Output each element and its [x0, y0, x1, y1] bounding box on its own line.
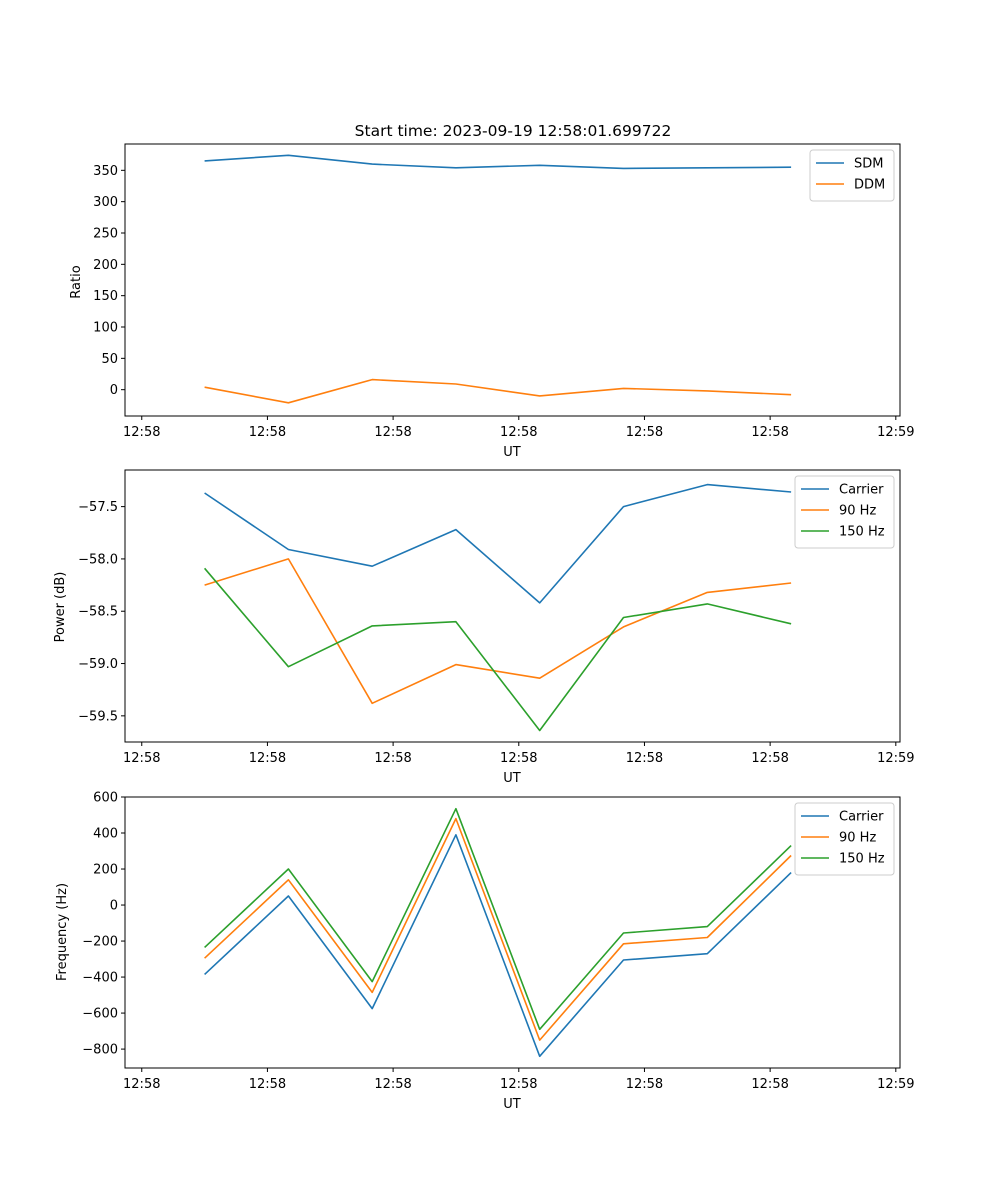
x-tick-label: 12:58 — [123, 425, 160, 440]
series-line-150-hz — [204, 807, 792, 1031]
y-axis-label: Ratio — [69, 265, 84, 298]
y-tick-label: −58.5 — [78, 605, 118, 620]
x-axis-label: UT — [503, 445, 521, 460]
x-tick-label: 12:58 — [123, 1077, 160, 1092]
y-tick-label: −800 — [82, 1043, 118, 1058]
y-axis-label: Frequency (Hz) — [55, 883, 70, 981]
x-tick-label: 12:58 — [500, 751, 537, 766]
legend-label: Carrier — [839, 483, 884, 498]
x-tick-label: 12:58 — [374, 425, 411, 440]
y-tick-label: 50 — [101, 352, 118, 367]
x-tick-label: 12:58 — [249, 425, 286, 440]
x-tick-label: 12:58 — [751, 1077, 788, 1092]
y-tick-label: −200 — [82, 935, 118, 950]
legend-label: 150 Hz — [839, 525, 885, 540]
x-tick-label: 12:58 — [500, 1077, 537, 1092]
y-tick-label: −600 — [82, 1007, 118, 1022]
x-tick-label: 12:58 — [123, 751, 160, 766]
panel-ratio: Start time: 2023-09-19 12:58:01.699722 R… — [69, 122, 915, 460]
x-tick-label: 12:58 — [626, 425, 663, 440]
series-line-150-hz — [203, 567, 792, 732]
x-tick-label: 12:58 — [374, 1077, 411, 1092]
series-line-sdm — [204, 154, 792, 170]
y-tick-label: 350 — [93, 164, 118, 179]
x-tick-label: 12:59 — [877, 1077, 914, 1092]
series-line-90-hz — [204, 817, 792, 1041]
x-tick-label: 12:58 — [374, 751, 411, 766]
legend-label: 90 Hz — [839, 831, 876, 846]
x-tick-label: 12:58 — [249, 751, 286, 766]
legend-label: SDM — [854, 157, 883, 172]
series-line-ddm — [204, 378, 792, 404]
y-tick-label: 150 — [93, 289, 118, 304]
y-tick-label: 100 — [93, 321, 118, 336]
x-tick-label: 12:58 — [249, 1077, 286, 1092]
axes-frame — [124, 143, 901, 417]
y-tick-label: −400 — [82, 971, 118, 986]
chart-title: Start time: 2023-09-19 12:58:01.699722 — [355, 122, 672, 140]
x-axis-label: UT — [503, 1097, 521, 1112]
y-tick-label: 0 — [110, 383, 118, 398]
legend-label: DDM — [854, 178, 885, 193]
series-line-carrier — [204, 833, 792, 1058]
x-tick-label: 12:58 — [500, 425, 537, 440]
y-tick-label: 300 — [93, 195, 118, 210]
y-tick-label: 0 — [110, 899, 118, 914]
y-tick-label: 200 — [93, 863, 118, 878]
x-tick-label: 12:58 — [626, 1077, 663, 1092]
y-tick-label: −57.5 — [78, 500, 118, 515]
x-tick-label: 12:59 — [877, 751, 914, 766]
axes-frame — [124, 796, 901, 1069]
legend-label: Carrier — [839, 810, 884, 825]
series-line-90-hz — [204, 558, 792, 705]
panel-frequency: Frequency (Hz) UT −800 −600 −400 −200 0 200 40… — [55, 791, 915, 1113]
y-tick-label: −59.0 — [78, 657, 118, 672]
panel-power: Power (dB) UT −59.5 −59.0 −58.5 −58.0 −57.5 1… — [53, 469, 915, 786]
x-tick-label: 12:58 — [626, 751, 663, 766]
y-tick-label: 600 — [93, 791, 118, 806]
y-tick-label: −59.5 — [78, 709, 118, 724]
x-tick-label: 12:58 — [751, 425, 788, 440]
y-axis-label: Power (dB) — [53, 572, 68, 643]
series-line-carrier — [204, 483, 792, 604]
legend — [794, 475, 895, 549]
legend-label: 150 Hz — [839, 852, 885, 867]
legend — [794, 802, 895, 876]
x-tick-label: 12:59 — [877, 425, 914, 440]
y-tick-label: −58.0 — [78, 552, 118, 567]
y-tick-label: 400 — [93, 827, 118, 842]
legend-label: 90 Hz — [839, 504, 876, 519]
y-tick-label: 200 — [93, 258, 118, 273]
axes-frame — [124, 469, 901, 743]
y-tick-label: 250 — [93, 226, 118, 241]
x-axis-label: UT — [503, 771, 521, 786]
x-tick-label: 12:58 — [751, 751, 788, 766]
